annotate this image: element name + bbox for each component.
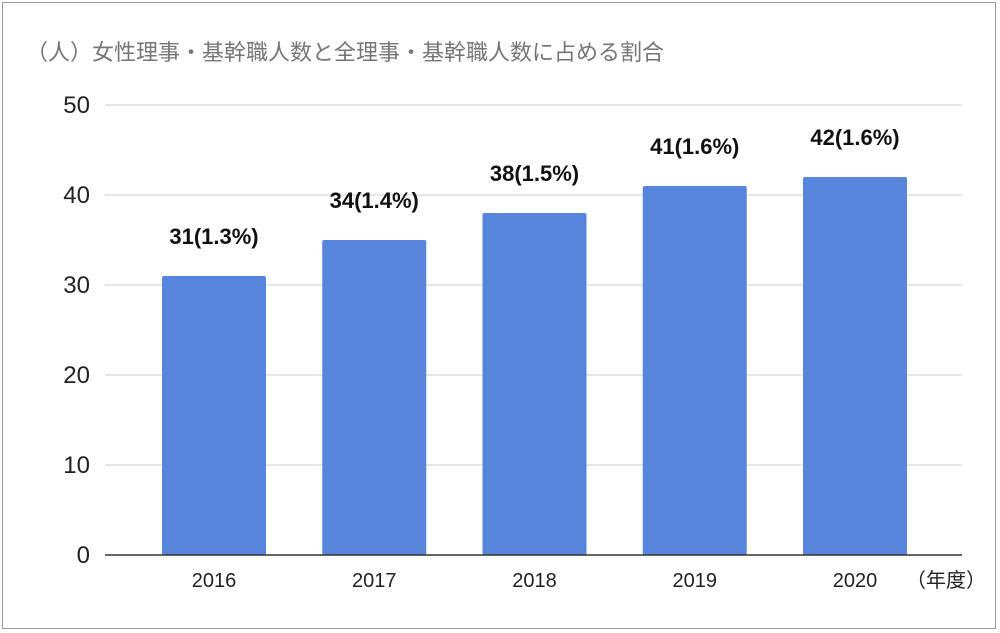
y-tick-label: 50 [63,92,90,119]
data-label-2016: 31(1.3%) [169,224,258,249]
y-tick-label: 30 [63,272,90,299]
bar-2019 [642,186,747,555]
x-tick-label-2016: 2016 [192,570,237,592]
y-tick-label: 20 [63,362,90,389]
x-tick-label-2018: 2018 [512,570,557,592]
x-tick-label-2019: 2019 [673,570,718,592]
bars [162,177,907,555]
data-label-2019: 41(1.6%) [650,134,739,159]
bar-2020 [803,177,907,555]
y-tick-label: 10 [63,452,90,479]
y-tick-label: 40 [63,182,90,209]
x-axis-unit: （年度） [906,568,986,592]
data-labels: 31(1.3%) 34(1.4%) 38(1.5%) 41(1.6%) 42(1.6%) [169,125,899,249]
bar-2018 [482,213,587,555]
x-axis-ticks: 2016 2017 2018 2019 2020 [192,570,878,592]
y-axis-ticks: 0 10 20 30 40 50 [63,92,90,569]
x-tick-label-2020: 2020 [833,570,878,592]
data-label-2017: 34(1.4%) [330,188,419,213]
data-label-2018: 38(1.5%) [490,161,579,186]
data-label-2020: 42(1.6%) [810,125,899,150]
y-tick-label: 0 [77,542,90,569]
chart-title: （人）女性理事・基幹職人数と全理事・基幹職人数に占める割合 [26,41,664,66]
bar-2016 [162,276,266,555]
x-tick-label-2017: 2017 [352,570,397,592]
bar-2017 [322,240,427,555]
